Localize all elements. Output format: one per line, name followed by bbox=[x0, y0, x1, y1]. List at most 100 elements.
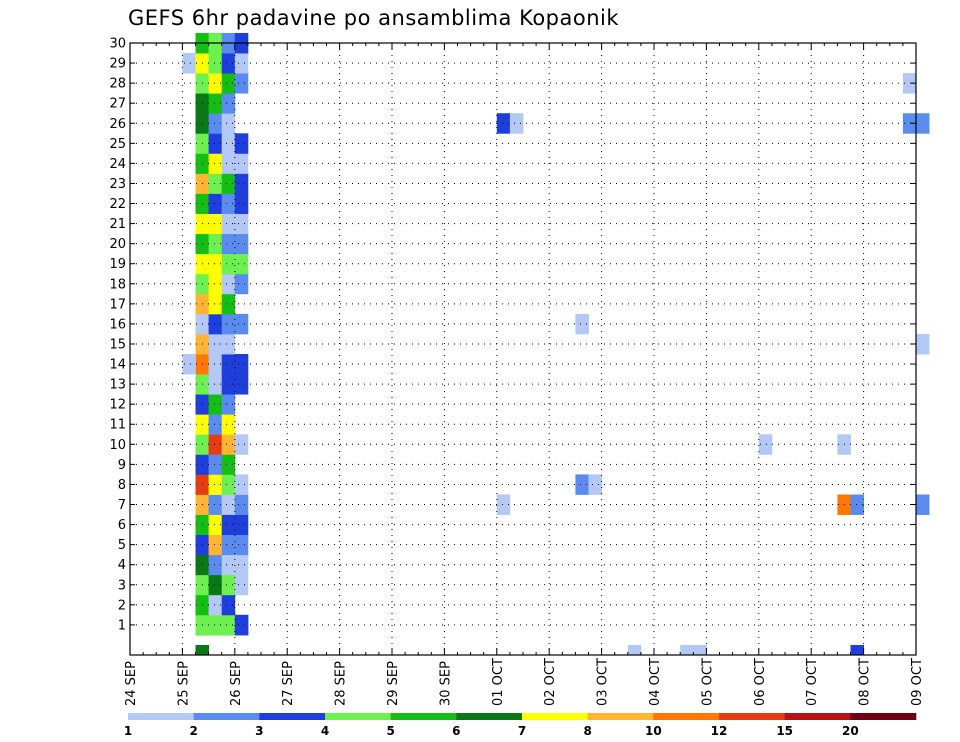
heatmap-cell bbox=[234, 313, 249, 335]
x-tick-label: 02 OCT bbox=[543, 658, 558, 706]
heatmap-cell bbox=[221, 414, 236, 435]
heatmap-cell bbox=[208, 333, 223, 355]
heatmap-cell bbox=[221, 354, 236, 375]
heatmap-cell bbox=[221, 173, 236, 194]
colorbar-label: 3 bbox=[255, 724, 263, 738]
heatmap-cell bbox=[221, 454, 236, 475]
heatmap-cell bbox=[575, 313, 589, 335]
heatmap-cell bbox=[234, 574, 249, 596]
colorbar-swatch bbox=[193, 713, 260, 720]
heatmap-cell bbox=[208, 213, 223, 235]
y-tick-label: 22 bbox=[109, 197, 126, 212]
y-tick-label: 8 bbox=[118, 478, 126, 493]
y-tick-label: 13 bbox=[109, 378, 126, 393]
heatmap-cell bbox=[221, 133, 236, 154]
heatmap-cell bbox=[234, 434, 249, 455]
colorbar-label: 1 bbox=[124, 724, 132, 738]
y-tick-label: 1 bbox=[118, 618, 126, 633]
heatmap-cell bbox=[208, 594, 223, 616]
y-tick-label: 19 bbox=[109, 257, 126, 272]
x-tick-label: 04 OCT bbox=[648, 658, 663, 706]
y-tick-label: 26 bbox=[109, 117, 126, 132]
y-tick-label: 14 bbox=[109, 358, 126, 373]
x-tick-label: 28 SEP bbox=[334, 661, 349, 706]
heatmap-cell bbox=[902, 73, 917, 94]
y-tick-label: 21 bbox=[109, 217, 126, 232]
y-tick-label: 4 bbox=[118, 558, 126, 573]
heatmap-cell bbox=[221, 293, 236, 315]
heatmap-cell bbox=[234, 193, 249, 214]
heatmap-cell bbox=[234, 233, 249, 255]
heatmap-cell bbox=[208, 394, 223, 415]
x-tick-label: 01 OCT bbox=[491, 658, 506, 706]
x-tick-label: 03 OCT bbox=[596, 658, 611, 706]
heatmap-cell bbox=[208, 193, 223, 214]
heatmap-cell bbox=[208, 454, 223, 475]
heatmap-cell bbox=[234, 133, 249, 154]
heatmap-cell bbox=[208, 153, 223, 174]
x-tick-label: 07 OCT bbox=[805, 658, 820, 706]
y-tick-label: 10 bbox=[109, 438, 126, 453]
y-tick-label: 2 bbox=[118, 598, 126, 613]
colorbar-swatch bbox=[128, 713, 194, 720]
y-tick-label: 6 bbox=[118, 518, 126, 533]
colorbar-label: 12 bbox=[711, 724, 728, 738]
y-tick-label: 27 bbox=[109, 97, 126, 112]
grid-lines bbox=[130, 42, 916, 655]
colorbar-label: 2 bbox=[189, 724, 197, 738]
heatmap-cell bbox=[221, 614, 236, 636]
y-tick-label: 16 bbox=[109, 317, 126, 332]
x-tick-label: 29 SEP bbox=[386, 661, 401, 706]
heatmap-cell bbox=[234, 253, 249, 275]
heatmap-cell bbox=[221, 113, 236, 134]
y-tick-label: 25 bbox=[109, 137, 126, 152]
y-tick-label: 23 bbox=[109, 177, 126, 192]
y-tick-label: 12 bbox=[109, 398, 126, 413]
heatmap-cell bbox=[221, 153, 236, 174]
heatmap-cell bbox=[588, 474, 602, 495]
heatmap-cell bbox=[234, 474, 249, 495]
heatmap-cells bbox=[182, 32, 930, 656]
heatmap-cell bbox=[208, 53, 223, 74]
y-tick-label: 5 bbox=[118, 538, 126, 553]
y-tick-label: 20 bbox=[109, 237, 126, 252]
heatmap-cell bbox=[234, 534, 249, 556]
heatmap-cell bbox=[208, 534, 223, 556]
x-tick-label: 06 OCT bbox=[753, 658, 768, 706]
heatmap-cell bbox=[234, 514, 249, 536]
heatmap-cell bbox=[182, 354, 196, 375]
heatmap-cell bbox=[208, 574, 223, 596]
heatmap-cell bbox=[221, 313, 236, 335]
heatmap-cell bbox=[221, 434, 236, 455]
y-tick-label: 11 bbox=[109, 418, 126, 433]
heatmap-cell bbox=[916, 333, 930, 355]
x-tick-label: 30 SEP bbox=[438, 661, 453, 706]
heatmap-cell bbox=[208, 253, 223, 275]
heatmap-cell bbox=[182, 53, 196, 74]
heatmap-cell bbox=[208, 554, 223, 576]
heatmap-cell bbox=[221, 374, 236, 395]
heatmap-cell bbox=[496, 113, 511, 134]
y-tick-label: 28 bbox=[109, 77, 126, 92]
heatmap-cell bbox=[208, 73, 223, 94]
colorbar-swatch bbox=[784, 713, 851, 720]
colorbar-label: 10 bbox=[645, 724, 662, 738]
chart-title: GEFS 6hr padavine po ansamblima Kopaonik bbox=[128, 6, 620, 30]
x-tick-label: 25 SEP bbox=[176, 661, 191, 706]
colorbar: 1 2 3 4 5 6 7 8 10 12 15 20 bbox=[124, 713, 917, 738]
heatmap-cell bbox=[208, 514, 223, 536]
colorbar-swatch bbox=[456, 713, 523, 720]
y-tick-label: 30 bbox=[109, 37, 126, 52]
heatmap-cell bbox=[627, 644, 642, 656]
heatmap-cell bbox=[208, 313, 223, 335]
x-tick-label: 05 OCT bbox=[700, 658, 715, 706]
y-tick-label: 24 bbox=[109, 157, 126, 172]
heatmap-cell bbox=[902, 113, 917, 134]
colorbar-label: 15 bbox=[776, 724, 793, 738]
heatmap-cell bbox=[234, 554, 249, 576]
heatmap-cell bbox=[850, 644, 864, 656]
heatmap-cell bbox=[221, 73, 236, 94]
heatmap-cell bbox=[234, 213, 249, 235]
heatmap-cell bbox=[234, 273, 249, 295]
heatmap-cell bbox=[221, 394, 236, 415]
